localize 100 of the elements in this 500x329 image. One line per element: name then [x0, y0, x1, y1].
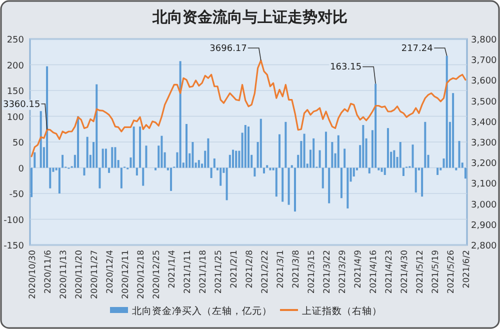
bar — [210, 168, 212, 178]
y2-tick-label: 3,000 — [471, 200, 498, 210]
bar — [160, 136, 163, 168]
bar — [58, 168, 60, 194]
x-tick-label: 2021/1/18 — [198, 250, 209, 294]
bar — [436, 168, 439, 175]
legend-label: 北向资金净买入（左轴，亿元） — [132, 305, 272, 317]
bar — [186, 124, 188, 168]
chart-title: 北向资金流向与上证走势对比 — [152, 8, 348, 26]
x-tick-label: 2021/1/25 — [214, 250, 224, 294]
bar — [374, 84, 377, 168]
y-tick-label: 200 — [6, 61, 24, 72]
y-tick-label: -50 — [9, 190, 24, 200]
x-tick-label: 2021/3/15 — [306, 250, 317, 294]
bar — [86, 136, 88, 168]
bar — [260, 118, 262, 168]
x-tick-label: 2021/4/16 — [368, 250, 379, 294]
data-label: 163.15 — [330, 62, 362, 73]
bar — [49, 168, 52, 188]
x-tick-label: 2021/2/22 — [260, 250, 270, 294]
bar — [421, 168, 424, 197]
bar — [179, 61, 182, 168]
y2-tick-label: 3,400 — [471, 118, 498, 128]
bar — [399, 142, 402, 168]
bar — [154, 168, 157, 170]
bar — [98, 168, 101, 188]
x-tick-label: 2021/1/4 — [168, 250, 178, 288]
bar — [62, 154, 64, 168]
bar — [102, 148, 104, 168]
x-tick-label: 2020/11/27 — [90, 250, 100, 299]
bar — [207, 138, 210, 168]
x-tick-label: 2020/11/13 — [59, 250, 70, 299]
bar — [132, 126, 135, 168]
bar — [288, 168, 290, 205]
y2-tick-label: 3,700 — [471, 56, 498, 66]
x-tick-label: 2021/5/19 — [430, 250, 441, 294]
bar — [414, 168, 417, 192]
bar — [402, 168, 404, 176]
bar — [368, 168, 370, 174]
bar — [282, 168, 284, 202]
x-tick-label: 2021/3/22 — [322, 250, 332, 294]
bar — [220, 168, 222, 186]
bar — [346, 168, 349, 208]
bar — [40, 111, 42, 168]
bar — [262, 168, 265, 174]
y-tick-label: 100 — [6, 112, 24, 123]
x-tick-label: 2020/11/6 — [44, 250, 54, 294]
bar — [120, 168, 122, 188]
bar — [344, 148, 346, 168]
bar — [328, 168, 330, 204]
x-tick-label: 2020/10/30 — [28, 250, 38, 299]
y2-tick-label: 2,800 — [471, 242, 498, 252]
x-tick-label: 2020/12/18 — [136, 250, 147, 299]
y-tick-label: -100 — [4, 216, 24, 226]
bar — [303, 134, 306, 168]
bar — [331, 142, 334, 168]
bar — [104, 148, 107, 168]
bar — [142, 168, 144, 186]
bar — [139, 126, 142, 168]
data-label: 3696.17 — [210, 44, 247, 54]
x-tick-label: 2020/12/11 — [121, 250, 132, 299]
y2-tick-label: 3,200 — [471, 159, 498, 170]
bar — [324, 132, 327, 168]
bar — [136, 168, 138, 176]
x-tick-label: 2021/2/1 — [230, 250, 240, 288]
legend-label: 上证指数（右轴） — [302, 305, 382, 317]
bar — [337, 135, 340, 168]
bar — [412, 144, 414, 168]
y-tick-label: 50 — [12, 138, 24, 148]
bar — [384, 168, 386, 175]
y2-tick-label: 3,300 — [471, 138, 498, 148]
bar — [108, 168, 110, 173]
x-tick-label: 2021/3/29 — [338, 250, 348, 294]
bar — [96, 84, 98, 168]
bar — [362, 125, 364, 168]
bar — [446, 56, 448, 168]
x-tick-label: 2021/6/2 — [462, 250, 472, 288]
x-tick-label: 2021/4/23 — [384, 250, 394, 294]
bar — [380, 168, 383, 172]
bar — [145, 146, 148, 168]
bar — [424, 122, 426, 168]
bar — [269, 168, 272, 170]
y2-tick-label: 3,800 — [471, 36, 498, 46]
bar — [226, 168, 228, 200]
data-label: 3360.15 — [3, 100, 40, 110]
bar — [458, 140, 460, 168]
bar — [232, 150, 234, 168]
x-tick-label: 2021/5/12 — [415, 250, 426, 294]
x-tick-label: 2021/5/26 — [446, 250, 456, 294]
y-tick-label: 0 — [18, 164, 24, 174]
bar — [83, 168, 86, 176]
bar — [464, 168, 466, 179]
bar — [266, 165, 268, 168]
data-label: 217.24 — [401, 44, 434, 54]
bar — [318, 150, 321, 168]
y-tick-label: 250 — [6, 36, 24, 46]
x-tick-label: 2020/11/20 — [74, 250, 85, 299]
y2-tick-label: 2,900 — [471, 220, 498, 231]
bar — [386, 128, 389, 168]
bar — [284, 122, 287, 168]
